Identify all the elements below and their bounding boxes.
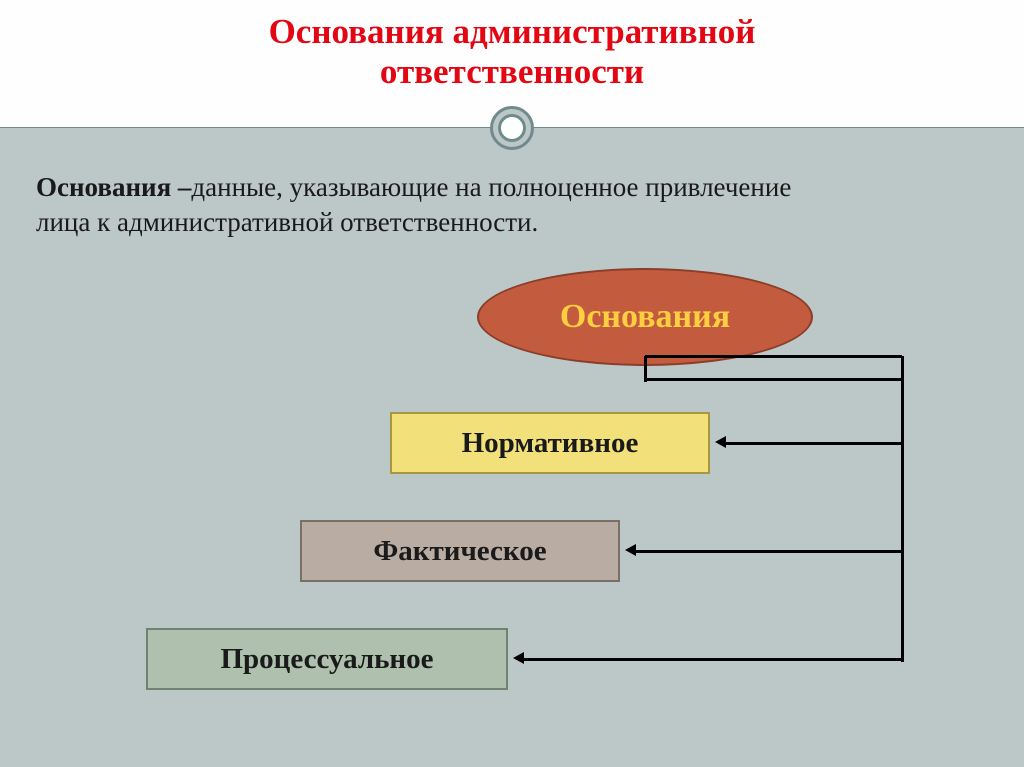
divider-circle-inner — [498, 114, 526, 142]
connector-segment — [524, 658, 902, 661]
connector-segment — [645, 378, 902, 381]
slide-title: Основания административной ответственнос… — [0, 12, 1024, 93]
root-node: Основания — [477, 268, 813, 366]
definition-term: Основания – — [36, 172, 191, 202]
title-line-1: Основания административной — [269, 12, 756, 51]
body-region: Основания –данные, указывающие на полноц… — [0, 128, 1024, 767]
arrow-icon — [513, 652, 524, 664]
connector-segment — [636, 550, 902, 553]
slide: Основания административной ответственнос… — [0, 0, 1024, 767]
title-line-2: ответственности — [380, 52, 644, 91]
connector-segment — [901, 356, 904, 662]
connector-segment — [644, 356, 647, 382]
arrow-icon — [625, 544, 636, 556]
arrow-icon — [715, 436, 726, 448]
definition-text: Основания –данные, указывающие на полноц… — [36, 170, 796, 240]
node-factual: Фактическое — [300, 520, 620, 582]
node-normative: Нормативное — [390, 412, 710, 474]
node-procedural: Процессуальное — [146, 628, 508, 690]
connector-segment — [645, 355, 902, 358]
connector-segment — [726, 442, 902, 445]
